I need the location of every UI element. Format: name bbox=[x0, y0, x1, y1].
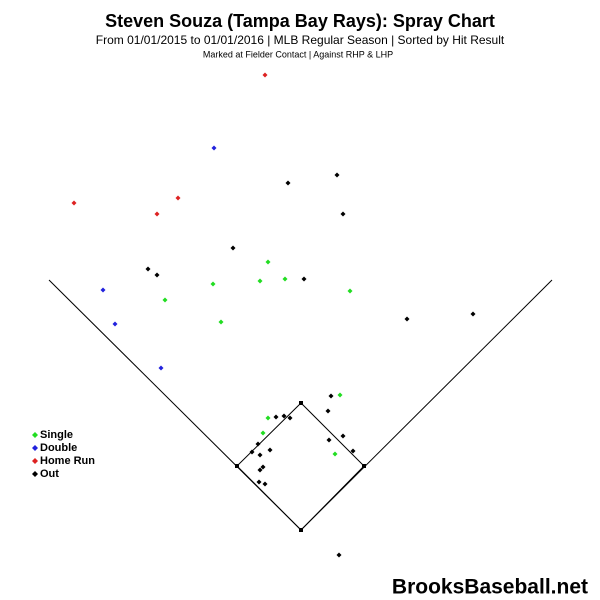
infield bbox=[236, 402, 365, 531]
legend-label: Out bbox=[40, 468, 59, 480]
chart-note: Marked at Fielder Contact | Against RHP … bbox=[203, 49, 393, 59]
hit-point bbox=[154, 211, 160, 217]
foul-line bbox=[300, 279, 553, 531]
hit-point bbox=[265, 259, 271, 265]
hit-point bbox=[301, 276, 307, 282]
hit-point bbox=[470, 311, 476, 317]
hit-point bbox=[267, 447, 273, 453]
hit-point bbox=[260, 464, 266, 470]
hit-point bbox=[260, 430, 266, 436]
legend-label: Single bbox=[40, 429, 73, 441]
legend-label: Home Run bbox=[40, 455, 95, 467]
hit-point bbox=[281, 413, 287, 419]
hit-point bbox=[285, 180, 291, 186]
hit-point bbox=[112, 321, 118, 327]
hit-point bbox=[255, 441, 261, 447]
legend-label: Double bbox=[40, 442, 77, 454]
hit-point bbox=[332, 451, 338, 457]
hit-point bbox=[158, 365, 164, 371]
hit-point bbox=[273, 414, 279, 420]
base bbox=[299, 401, 303, 405]
legend-marker bbox=[32, 432, 38, 438]
base bbox=[362, 464, 366, 468]
hit-point bbox=[287, 415, 293, 421]
chart-title: Steven Souza (Tampa Bay Rays): Spray Cha… bbox=[105, 11, 495, 31]
home-plate bbox=[299, 528, 303, 532]
hit-point bbox=[145, 266, 151, 272]
hit-point bbox=[71, 200, 77, 206]
hit-point bbox=[218, 319, 224, 325]
hit-point bbox=[262, 481, 268, 487]
hit-point bbox=[347, 288, 353, 294]
hit-point bbox=[340, 433, 346, 439]
hit-point bbox=[340, 211, 346, 217]
hit-point bbox=[257, 452, 263, 458]
hit-point bbox=[404, 316, 410, 322]
legend-marker bbox=[32, 458, 38, 464]
hit-point bbox=[262, 72, 268, 78]
hit-point bbox=[265, 415, 271, 421]
hit-point bbox=[325, 408, 331, 414]
hit-point bbox=[230, 245, 236, 251]
hit-point bbox=[326, 437, 332, 443]
hit-point bbox=[337, 392, 343, 398]
hit-point bbox=[334, 172, 340, 178]
hit-point bbox=[257, 278, 263, 284]
legend-marker bbox=[32, 471, 38, 477]
hit-point bbox=[256, 479, 262, 485]
chart-subtitle: From 01/01/2015 to 01/01/2016 | MLB Regu… bbox=[96, 33, 505, 47]
field bbox=[48, 279, 553, 532]
hit-point bbox=[249, 449, 255, 455]
base bbox=[235, 464, 239, 468]
hit-point bbox=[154, 272, 160, 278]
hit-point bbox=[328, 393, 334, 399]
hit-point bbox=[211, 145, 217, 151]
hit-point bbox=[336, 552, 342, 558]
hit-point bbox=[210, 281, 216, 287]
hit-point bbox=[282, 276, 288, 282]
watermark: BrooksBaseball.net bbox=[392, 576, 588, 599]
legend-marker bbox=[32, 445, 38, 451]
hit-point bbox=[100, 287, 106, 293]
hit-point bbox=[257, 467, 263, 473]
hit-point bbox=[350, 448, 356, 454]
hit-point bbox=[175, 195, 181, 201]
hit-point bbox=[162, 297, 168, 303]
